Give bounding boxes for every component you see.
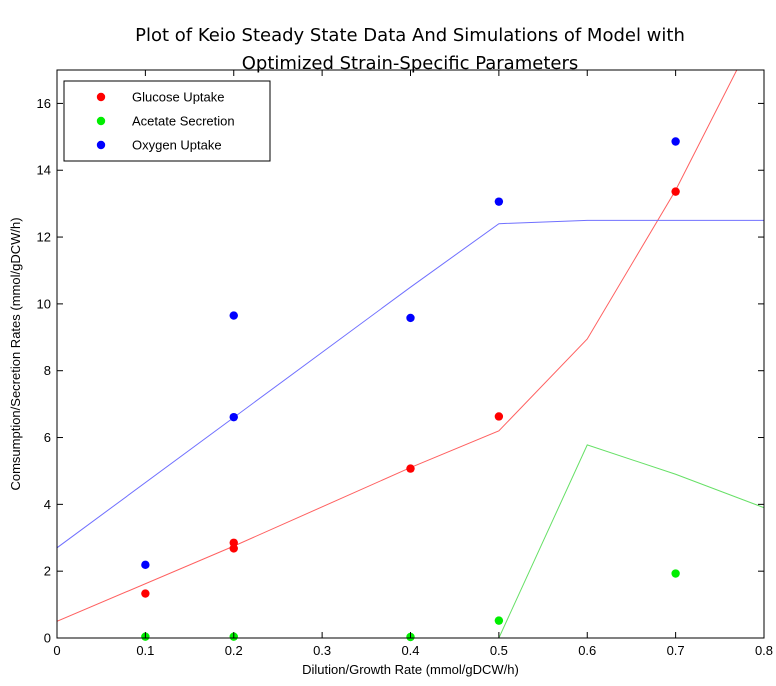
data-point-oxygen-uptake [141,560,150,570]
y-tick-label: 14 [37,163,51,178]
series-line-acetate-secretion [57,444,764,638]
x-tick-label: 0 [53,643,60,658]
y-tick-label: 12 [37,230,51,245]
legend-label-glucose-uptake: Glucose Uptake [132,90,225,105]
y-axis-label: Comsumption/Secretion Rates (mmol/gDCW/h… [8,217,23,490]
y-tick-label: 4 [44,497,51,512]
x-tick-label: 0.5 [490,643,508,658]
x-tick-label: 0.2 [225,643,243,658]
y-tick-label: 8 [44,363,51,378]
data-point-oxygen-uptake [229,311,238,320]
legend-label-oxygen-uptake: Oxygen Uptake [132,138,222,153]
chart-title-line-1: Plot of Keio Steady State Data And Simul… [135,25,685,46]
series-line-oxygen-uptake [57,219,764,549]
data-point-glucose-uptake [406,464,415,473]
x-tick-label: 0.7 [667,643,685,658]
data-point-oxygen-uptake [671,137,680,146]
y-tick-label: 16 [37,96,51,111]
data-point-glucose-uptake [229,544,238,553]
x-tick-label: 0.1 [136,643,154,658]
data-point-glucose-uptake [671,187,680,196]
series-points-layer [141,137,680,642]
data-point-glucose-uptake [494,412,504,421]
data-point-glucose-uptake [141,589,150,598]
legend-marker-oxygen-uptake [96,140,106,150]
data-point-oxygen-uptake [406,313,415,323]
x-tick-label: 0.8 [755,643,773,658]
y-tick-label: 0 [44,631,51,646]
data-point-acetate-secretion [494,616,504,625]
x-tick-label: 0.6 [578,643,596,658]
data-point-oxygen-uptake [229,412,238,422]
data-point-acetate-secretion [671,569,680,578]
legend-label-acetate-secretion: Acetate Secretion [132,114,235,129]
legend: Glucose Uptake Acetate Secretion Oxygen Up… [63,80,271,162]
x-axis-label: Dilution/Growth Rate (mmol/gDCW/h) [302,662,519,677]
data-point-oxygen-uptake [494,197,504,206]
x-tick-label: 0.4 [401,643,419,658]
x-tick-label: 0.3 [313,643,331,658]
legend-marker-acetate-secretion [96,116,106,126]
y-tick-label: 6 [44,430,51,445]
chart-title: Plot of Keio Steady State Data And Simul… [60,22,760,78]
axis-ticks-layer: 0 0.1 0.2 0.3 0.4 0.5 0.6 0.7 0.8 0 2 4 6 8 10 12 14 16 [37,70,773,658]
chart-title-line-2: Optimized Strain-Specific Parameters [241,53,579,74]
legend-marker-glucose-uptake [96,92,106,102]
y-tick-label: 10 [37,296,51,311]
y-tick-label: 2 [44,564,51,579]
